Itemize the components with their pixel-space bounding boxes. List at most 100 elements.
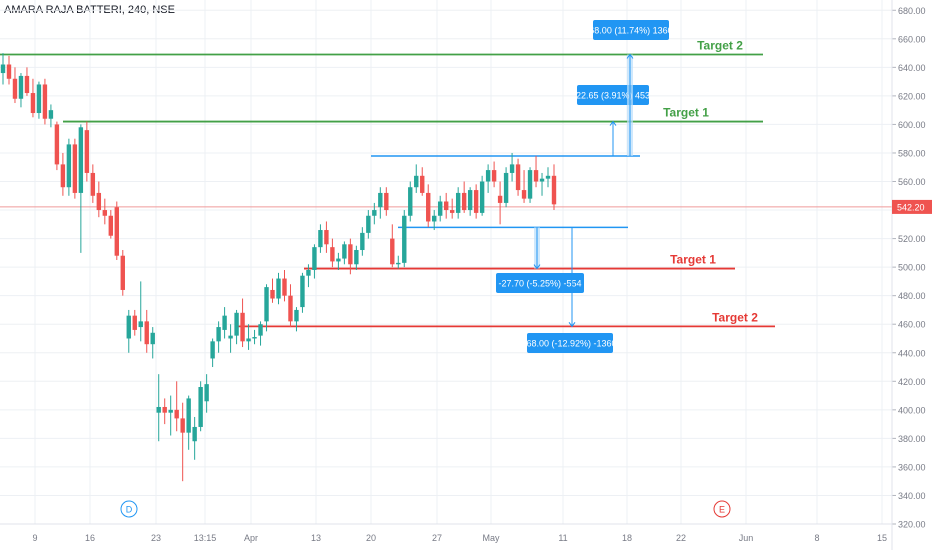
candle	[455, 187, 461, 219]
time-axis: 9 16 23 13:15 Apr 13 20 27 May 11 18 22 Jun 8 15 D E	[0, 500, 892, 543]
candle	[246, 324, 251, 350]
candle-body	[545, 175, 551, 179]
candle	[515, 158, 521, 196]
candle	[336, 252, 341, 270]
candle-body	[354, 250, 359, 265]
candle	[216, 321, 221, 353]
candle	[126, 309, 131, 353]
y-tick-label: 440.00	[898, 348, 926, 358]
annotations: Target 1 Target 2 Target 1 Target 2	[0, 39, 892, 328]
candle-body	[150, 332, 155, 345]
candle-body	[515, 164, 521, 191]
arrow-head	[626, 53, 634, 59]
y-tick-label: 620.00	[898, 91, 926, 101]
candle	[545, 167, 551, 188]
candle-body	[126, 315, 131, 339]
y-tick-label: 580.00	[898, 148, 926, 158]
candle	[192, 416, 197, 460]
candle-body	[521, 190, 527, 199]
candle-body	[270, 289, 275, 299]
candle	[324, 221, 329, 253]
measure-box[interactable]	[527, 333, 613, 353]
grid	[0, 0, 892, 525]
y-tick-label: 640.00	[898, 63, 926, 73]
candle-body	[467, 190, 473, 211]
candle	[258, 321, 263, 346]
candle	[432, 210, 437, 231]
candle	[6, 55, 12, 85]
candle-body	[138, 321, 143, 328]
candle-body	[66, 144, 72, 188]
event-marker-circle	[120, 500, 138, 518]
candle-body	[384, 192, 389, 211]
candle	[372, 202, 377, 225]
event-marker-label: D	[126, 505, 133, 515]
candle	[348, 238, 353, 275]
candle	[30, 78, 36, 118]
candle-body	[282, 278, 287, 296]
short-target-label: Target 2	[712, 310, 758, 324]
candle	[306, 264, 311, 288]
candle-body	[216, 327, 221, 342]
x-tick-label: Jun	[739, 533, 754, 543]
candle	[78, 124, 84, 253]
candle-body	[533, 170, 539, 182]
measure-label: 68.00 (11.74%) 1360	[589, 26, 672, 36]
candle	[48, 104, 54, 128]
candle-body	[402, 215, 407, 263]
candle-body	[18, 75, 24, 99]
candle	[162, 398, 167, 425]
candle	[66, 138, 72, 196]
candle-body	[246, 338, 251, 342]
candle-body	[366, 215, 371, 233]
candle	[36, 81, 42, 119]
candle	[402, 210, 407, 268]
candle-body	[30, 93, 36, 114]
x-tick-label: 8	[814, 533, 819, 543]
candle	[521, 170, 527, 203]
candle-body	[54, 124, 60, 165]
candle-body	[180, 418, 185, 433]
candle-body	[132, 315, 137, 330]
candle-body	[414, 175, 419, 188]
candle-body	[36, 84, 42, 114]
candle	[102, 198, 108, 225]
measure-box[interactable]	[496, 273, 584, 293]
candle-body	[432, 215, 437, 222]
y-tick-label: 560.00	[898, 177, 926, 187]
y-tick-label: 520.00	[898, 234, 926, 244]
candle	[60, 152, 66, 196]
candle	[96, 181, 102, 218]
candle	[234, 309, 239, 345]
event-marker[interactable]: E	[713, 500, 731, 518]
candle-body	[318, 230, 323, 248]
candle-body	[312, 247, 317, 270]
measure-box[interactable]	[593, 20, 669, 40]
y-tick-label: 320.00	[898, 520, 926, 530]
candle-body	[234, 312, 239, 336]
event-marker[interactable]: D	[120, 500, 138, 518]
candle	[156, 374, 161, 442]
candle	[198, 381, 203, 432]
candle-body	[264, 287, 269, 322]
candles	[0, 53, 557, 482]
candle-body	[48, 110, 54, 119]
candle	[551, 164, 557, 211]
candle	[114, 201, 119, 260]
candle	[228, 324, 233, 353]
event-marker-circle	[713, 500, 731, 518]
candle	[174, 381, 179, 432]
candle	[467, 187, 473, 216]
x-tick-label: 22	[676, 533, 686, 543]
x-tick-label: 9	[32, 533, 37, 543]
candle-body	[300, 275, 305, 308]
arrow-head	[568, 322, 576, 328]
candle	[138, 281, 143, 342]
candle	[509, 152, 515, 182]
candle-body	[12, 78, 18, 99]
candle-body	[485, 170, 491, 182]
last-price-badge	[892, 199, 932, 214]
candle	[144, 309, 149, 353]
candle	[282, 269, 287, 302]
